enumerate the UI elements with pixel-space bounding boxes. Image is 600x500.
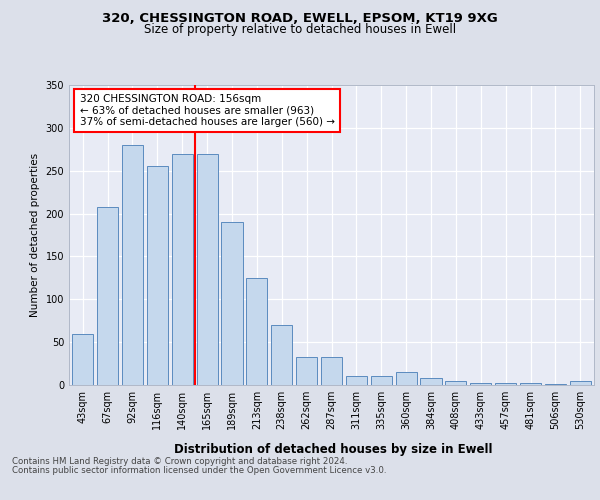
Bar <box>221 222 242 385</box>
Y-axis label: Number of detached properties: Number of detached properties <box>30 153 40 317</box>
Text: 320, CHESSINGTON ROAD, EWELL, EPSOM, KT19 9XG: 320, CHESSINGTON ROAD, EWELL, EPSOM, KT1… <box>102 12 498 26</box>
Bar <box>271 325 292 385</box>
Text: Contains public sector information licensed under the Open Government Licence v3: Contains public sector information licen… <box>12 466 386 475</box>
Bar <box>346 376 367 385</box>
Bar <box>445 380 466 385</box>
Text: 320 CHESSINGTON ROAD: 156sqm
← 63% of detached houses are smaller (963)
37% of s: 320 CHESSINGTON ROAD: 156sqm ← 63% of de… <box>79 94 335 127</box>
Bar <box>246 278 268 385</box>
Text: Distribution of detached houses by size in Ewell: Distribution of detached houses by size … <box>174 442 492 456</box>
Bar <box>371 376 392 385</box>
Bar <box>495 384 516 385</box>
Text: Size of property relative to detached houses in Ewell: Size of property relative to detached ho… <box>144 24 456 36</box>
Bar <box>545 384 566 385</box>
Text: Contains HM Land Registry data © Crown copyright and database right 2024.: Contains HM Land Registry data © Crown c… <box>12 457 347 466</box>
Bar <box>421 378 442 385</box>
Bar <box>72 334 93 385</box>
Bar <box>97 206 118 385</box>
Bar <box>296 356 317 385</box>
Bar <box>122 145 143 385</box>
Bar <box>470 384 491 385</box>
Bar <box>172 154 193 385</box>
Bar <box>197 154 218 385</box>
Bar <box>395 372 417 385</box>
Bar <box>321 356 342 385</box>
Bar <box>520 384 541 385</box>
Bar <box>570 380 591 385</box>
Bar <box>147 166 168 385</box>
